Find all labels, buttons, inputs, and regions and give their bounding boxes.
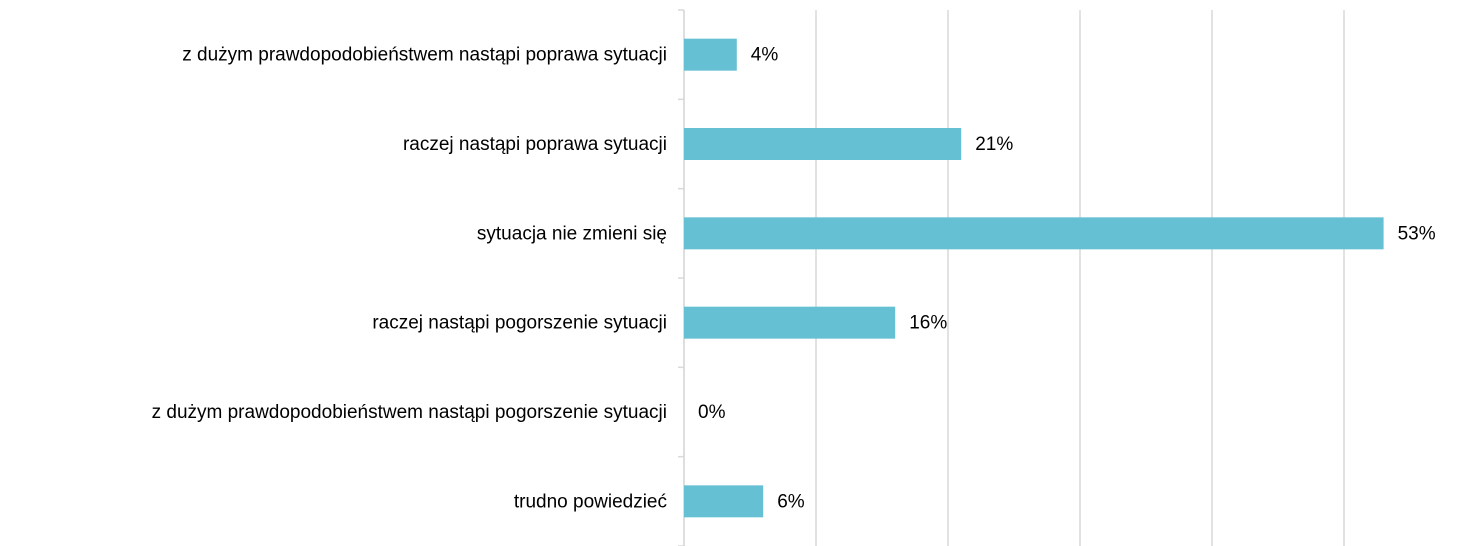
- bar: [684, 217, 1384, 250]
- value-label: 53%: [1398, 223, 1436, 244]
- bar: [684, 38, 737, 71]
- category-label: z dużym prawdopodobieństwem nastąpi pogo…: [152, 402, 667, 423]
- bar: [684, 485, 764, 518]
- category-label: trudno powiedzieć: [514, 491, 667, 512]
- value-label: 0%: [698, 402, 726, 423]
- bar: [684, 128, 962, 160]
- value-label: 4%: [751, 45, 779, 66]
- category-label: raczej nastąpi pogorszenie sytuacji: [372, 313, 667, 334]
- category-label: z dużym prawdopodobieństwem nastąpi popr…: [182, 45, 667, 66]
- value-label: 21%: [975, 134, 1013, 155]
- value-label: 16%: [909, 313, 947, 334]
- value-label: 6%: [777, 491, 805, 512]
- category-label: sytuacja nie zmieni się: [477, 223, 667, 244]
- category-label: raczej nastąpi poprawa sytuacji: [403, 134, 667, 155]
- bar: [684, 306, 896, 339]
